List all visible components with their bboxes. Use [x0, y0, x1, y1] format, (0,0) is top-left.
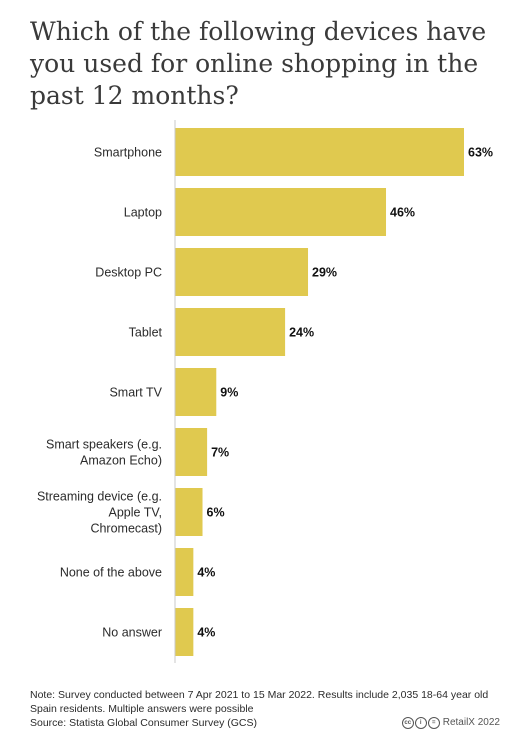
category-label-5: Smart TV [109, 386, 162, 400]
data-label-7: 6% [207, 506, 225, 520]
chart-title: Which of the following devices have you … [30, 17, 487, 110]
category-label-6-line-1: Smart speakers (e.g. [46, 438, 162, 452]
nd-icon: = [427, 717, 440, 729]
category-label-7-line-1: Streaming device (e.g. [37, 490, 162, 504]
bar-8 [175, 548, 194, 596]
data-label-2: 46% [390, 206, 415, 220]
by-icon: i [414, 717, 427, 729]
bar-2 [175, 188, 387, 236]
bar-4 [175, 308, 286, 356]
source-row: Source: Statista Global Consumer Survey … [30, 716, 500, 730]
bar-7 [175, 488, 203, 536]
bar-chart: 63% Smartphone 46% Laptop 29% Desktop PC 24% Ta… [37, 120, 493, 663]
bar-6 [175, 428, 208, 476]
bar-3 [175, 248, 309, 296]
bar-1 [175, 128, 464, 176]
license-icons: cc i = [401, 717, 440, 729]
category-label-7-line-3: Chromecast) [90, 522, 162, 536]
category-label-2: Laptop [124, 206, 162, 220]
category-label-7-line-2: Apple TV, [108, 506, 162, 520]
data-label-4: 24% [289, 326, 314, 340]
data-label-9: 4% [197, 626, 215, 640]
footer: Note: Survey conducted between 7 Apr 202… [30, 688, 500, 730]
brand-attribution: cc i = RetailX 2022 [401, 716, 500, 730]
data-label-3: 29% [312, 266, 337, 280]
data-label-6: 7% [211, 446, 229, 460]
cc-icon: cc [401, 717, 414, 729]
data-label-8: 4% [197, 566, 215, 580]
category-label-1: Smartphone [94, 146, 162, 160]
bar-5 [175, 368, 217, 416]
category-label-8: None of the above [60, 566, 162, 580]
data-label-5: 9% [220, 386, 238, 400]
data-label-1: 63% [468, 146, 493, 160]
category-label-6-line-2: Amazon Echo) [80, 454, 162, 468]
category-label-3: Desktop PC [95, 266, 162, 280]
category-label-4: Tablet [129, 326, 163, 340]
survey-note: Note: Survey conducted between 7 Apr 202… [30, 689, 489, 715]
source-text: Source: Statista Global Consumer Survey … [30, 717, 258, 729]
category-label-9: No answer [102, 626, 162, 640]
brand-label: RetailX 2022 [442, 717, 500, 728]
bar-9 [175, 608, 194, 656]
